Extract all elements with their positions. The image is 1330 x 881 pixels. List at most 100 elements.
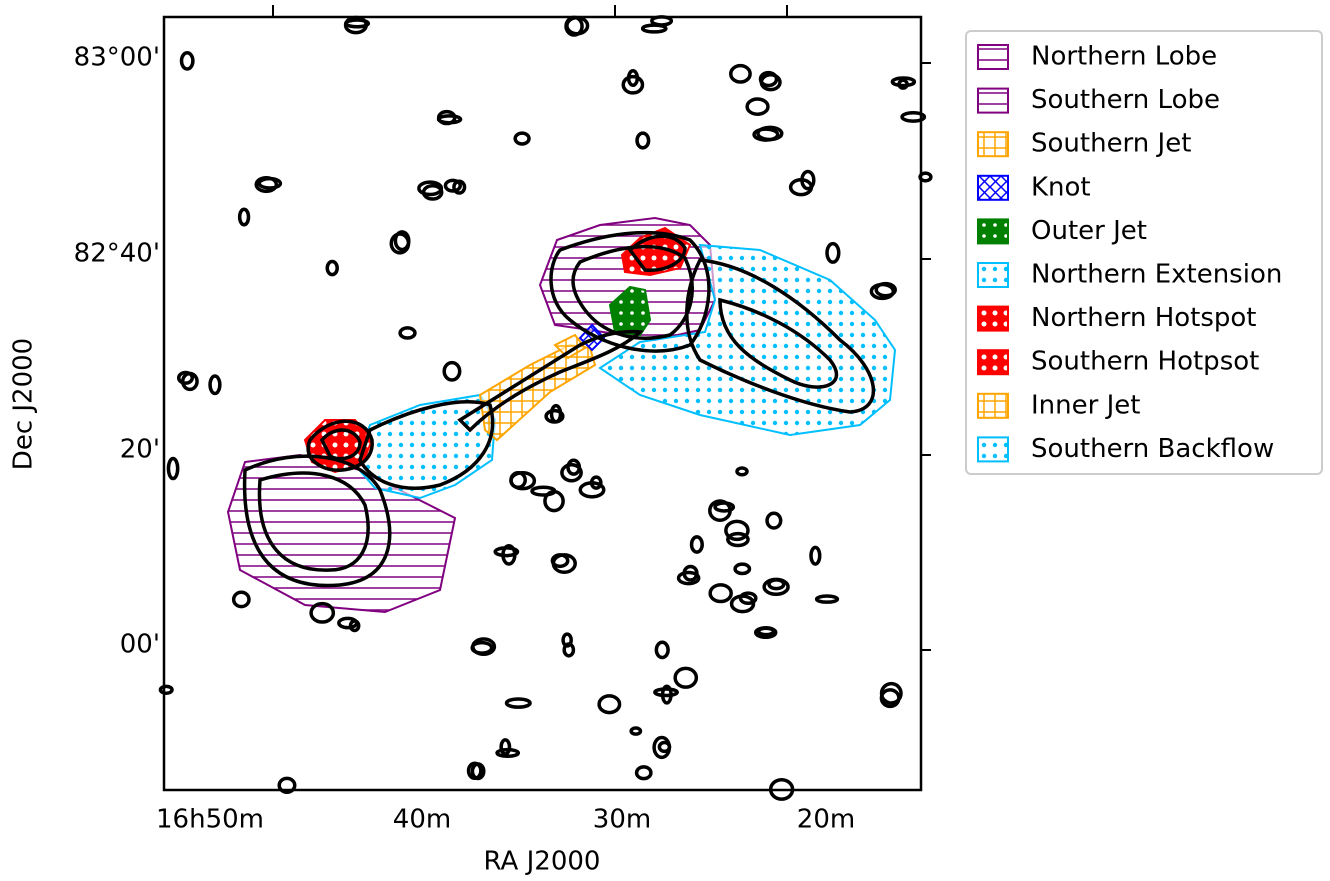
- noise-contour: [176, 370, 195, 385]
- y-tick-label: 82°40': [74, 239, 160, 269]
- legend-swatch: [977, 305, 1009, 332]
- noise-contour: [753, 626, 778, 640]
- noise-contour: [640, 23, 668, 34]
- noise-contour: [550, 553, 570, 569]
- noise-contour: [393, 230, 411, 252]
- legend-label: Outer Jet: [1031, 216, 1147, 246]
- noise-contour: [745, 97, 770, 117]
- noise-contour: [597, 694, 622, 715]
- noise-contour: [729, 594, 756, 614]
- x-tick-label: 20m: [797, 805, 855, 835]
- noise-contour: [589, 475, 603, 490]
- noise-contour: [621, 74, 645, 95]
- noise-contour: [788, 177, 814, 197]
- noise-contour: [277, 776, 297, 794]
- noise-contour: [629, 726, 643, 736]
- noise-contour: [765, 511, 783, 530]
- legend-box: [965, 30, 1323, 475]
- noise-contour: [673, 666, 699, 689]
- noise-contour: [561, 632, 573, 648]
- noise-contour: [530, 485, 557, 497]
- noise-contour: [708, 583, 733, 604]
- noise-contour: [158, 684, 174, 695]
- plot-frame: [162, 15, 923, 792]
- noise-contour: [874, 281, 897, 298]
- noise-contour: [900, 110, 927, 123]
- axes: 16h50m 40m 30m 20m 83°00' 82°40' 20' 00': [74, 5, 931, 835]
- legend-swatch: [977, 174, 1009, 201]
- legend-label: Southern Hotpsot: [1031, 347, 1259, 377]
- y-tick-label: 00': [120, 630, 160, 660]
- legend-swatch: [977, 44, 1009, 70]
- noise-contour: [738, 591, 758, 606]
- noise-contour: [257, 176, 283, 190]
- noise-contour: [759, 73, 782, 92]
- noise-contour: [814, 594, 840, 604]
- y-axis-label: Dec J2000: [9, 338, 39, 470]
- x-tick-label: 16h50m: [156, 805, 264, 835]
- noise-contour: [724, 519, 750, 542]
- noise-contour: [493, 546, 520, 558]
- x-axis-label: RA J2000: [484, 847, 601, 877]
- contours: [242, 230, 876, 588]
- noise-contour: [653, 687, 679, 698]
- legend-swatch: [977, 262, 1009, 288]
- noise-contour: [237, 207, 251, 227]
- noise-contour: [436, 109, 457, 126]
- legend-swatch: [977, 436, 1009, 463]
- noise-contour: [626, 68, 640, 88]
- noise-contour: [676, 570, 701, 586]
- noise-contour: [708, 499, 732, 522]
- noise-contour: [208, 374, 222, 396]
- noise-contour: [635, 131, 651, 150]
- legend-swatch: [977, 218, 1009, 245]
- noise-contour: [499, 738, 512, 756]
- legend-label: Northern Hotspot: [1031, 303, 1257, 333]
- noise-contour: [689, 535, 704, 554]
- noise-contour: [398, 326, 417, 340]
- legend-label: Northern Lobe: [1031, 42, 1217, 72]
- noise-contour: [443, 178, 462, 193]
- legend-label: Southern Backflow: [1031, 434, 1274, 464]
- noise-contour: [504, 697, 532, 709]
- noise-contour: [442, 360, 462, 382]
- noise-contour: [466, 761, 483, 781]
- x-tick-label: 30m: [593, 805, 651, 835]
- legend-swatch: [977, 131, 1009, 158]
- x-tick-label: 40m: [393, 805, 451, 835]
- region: [478, 343, 597, 442]
- noise-contour: [634, 765, 653, 781]
- noise-contour: [825, 241, 841, 264]
- noise-contour: [729, 63, 752, 84]
- noise-contour: [879, 681, 903, 705]
- noise-contour: [735, 466, 749, 477]
- noise-contour: [166, 456, 180, 481]
- noise-contour: [513, 131, 531, 146]
- noise-contour: [897, 78, 909, 90]
- noise-contour: [733, 562, 752, 576]
- legend: Northern Lobe Southern Lobe Southern Jet Kn…: [977, 42, 1282, 464]
- legend-swatch: [977, 349, 1009, 376]
- legend-label: Inner Jet: [1031, 390, 1140, 420]
- noise-contour: [231, 590, 251, 609]
- noise-contour: [890, 76, 917, 88]
- noise-contour: [544, 408, 565, 424]
- noise-contour: [471, 637, 497, 656]
- noise-contour: [509, 470, 537, 491]
- noise-contour: [337, 616, 359, 630]
- noise-contour: [560, 462, 583, 483]
- noise-contour: [179, 51, 195, 71]
- y-tick-label: 20': [120, 435, 160, 465]
- noise-contour: [762, 577, 790, 597]
- noise-contour: [325, 259, 339, 277]
- noise-contour: [682, 564, 699, 582]
- noise-contour: [726, 531, 750, 548]
- noise-contour: [809, 545, 822, 566]
- noise-contour: [654, 640, 670, 660]
- legend-label: Knot: [1031, 172, 1091, 202]
- legend-swatch: [977, 392, 1009, 419]
- noise-contour: [421, 183, 444, 201]
- legend-swatch: [977, 87, 1009, 114]
- legend-label: Southern Jet: [1031, 129, 1191, 159]
